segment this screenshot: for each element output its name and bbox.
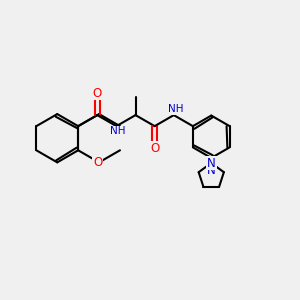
Text: O: O (150, 142, 159, 155)
Text: O: O (93, 86, 102, 100)
Text: N: N (207, 164, 216, 177)
Text: O: O (93, 156, 102, 169)
Text: N: N (207, 157, 216, 169)
Text: NH: NH (110, 126, 126, 136)
Text: NH: NH (167, 104, 183, 114)
